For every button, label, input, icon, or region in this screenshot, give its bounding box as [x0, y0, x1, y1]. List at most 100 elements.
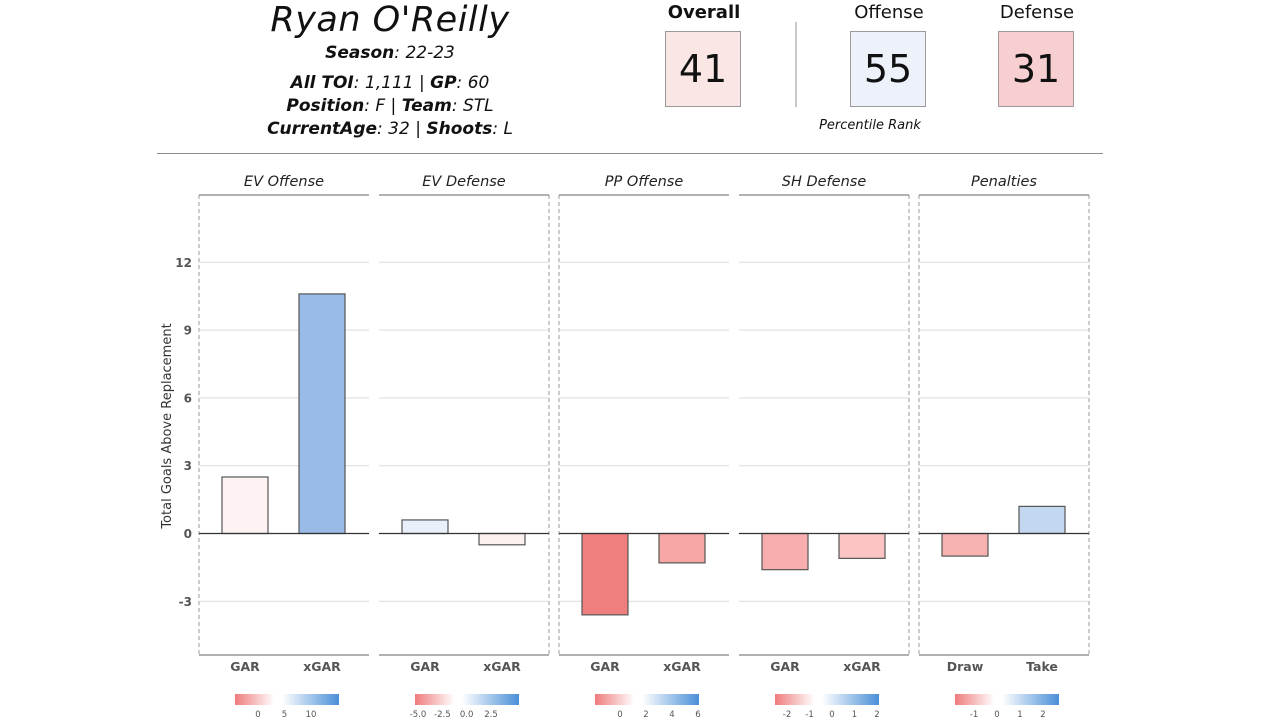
overall-label: Overall [667, 2, 741, 23]
bar-gar [401, 519, 449, 535]
colon: : [492, 119, 499, 139]
bar-draw [941, 532, 989, 557]
offense-score-box: 55 [850, 31, 926, 107]
bar-gar [581, 532, 629, 616]
overall-score-box: 41 [665, 31, 741, 107]
colon: : [394, 43, 401, 63]
legend-colorbar [595, 694, 699, 705]
legend-colorbar [775, 694, 879, 705]
position-line: Position: F | Team: STL [230, 96, 550, 116]
shoots-label: Shoots [426, 119, 493, 139]
position-value: F [375, 96, 386, 116]
toi-value: 1,111 [364, 73, 414, 93]
legend-colorbar [235, 694, 339, 705]
defense-score-box: 31 [998, 31, 1074, 107]
legend-tick-label: 0.0 [460, 710, 474, 720]
legend-tick-label: 1 [852, 710, 857, 720]
x-tick-label: Draw [947, 659, 984, 674]
y-tick-label: 9 [184, 324, 192, 338]
defense-label: Defense [999, 2, 1075, 23]
x-tick-label: xGAR [843, 659, 881, 674]
panel-ev-offense: EV Offense GAR xGAR 0 5 10 [198, 174, 369, 720]
panel-title: PP Offense [605, 174, 684, 190]
legend-tick-label: 2 [1040, 710, 1045, 720]
toi-line: All TOI: 1,111 | GP: 60 [230, 73, 550, 93]
bar-xgar [838, 532, 886, 559]
panel-sh-defense: SH Defense GAR xGAR -2 -1 0 1 2 [739, 174, 910, 720]
x-tick-label: xGAR [663, 659, 701, 674]
y-tick-label: 6 [184, 391, 192, 405]
legend-tick-label: 2 [874, 710, 879, 720]
panel-ev-defense: EV Defense GAR xGAR -5.0 -2.5 0.0 2.5 [379, 174, 550, 720]
separator: | [390, 96, 397, 116]
legend-tick-label: 0 [255, 710, 260, 720]
colon: : [353, 73, 360, 93]
colon: : [451, 96, 458, 116]
x-tick-label: GAR [410, 659, 440, 674]
x-tick-label: Take [1026, 659, 1058, 674]
colon: : [456, 73, 463, 93]
score-divider [795, 22, 797, 107]
bar-xgar [478, 532, 526, 546]
legend-tick-label: 5 [282, 710, 287, 720]
y-tick-label: -3 [179, 595, 192, 609]
player-name: Ryan O'Reilly [270, 0, 510, 40]
y-tick-label: 12 [175, 256, 192, 270]
toi-label: All TOI [290, 73, 354, 93]
shoots-value: L [503, 119, 513, 139]
bar-gar [221, 476, 269, 535]
panel-title: EV Offense [244, 174, 324, 190]
team-value: STL [462, 96, 494, 116]
panel-title: Penalties [971, 174, 1037, 190]
position-label: Position [286, 96, 365, 116]
y-tick-label: 3 [184, 459, 192, 473]
separator: | [415, 119, 421, 139]
panel-penalties: Penalties Draw Take -1 0 1 2 [918, 174, 1090, 720]
legend-tick-label: 2 [643, 710, 648, 720]
gp-value: 60 [467, 73, 490, 93]
legend-tick-label: -2 [783, 710, 791, 720]
bar-xgar [658, 532, 706, 564]
panel-title: SH Defense [782, 174, 867, 190]
gp-label: GP [430, 73, 457, 93]
offense-label: Offense [854, 2, 924, 23]
legend-tick-label: 6 [695, 710, 700, 720]
legend-tick-label: 10 [306, 710, 317, 720]
legend-colorbar [955, 694, 1059, 705]
x-tick-label: xGAR [483, 659, 521, 674]
season-line: Season: 22-23 [230, 43, 550, 63]
separator: | [418, 73, 425, 93]
legend-tick-label: -1 [805, 710, 813, 720]
season-value: 22-23 [405, 43, 455, 63]
legend-tick-label: 1 [1017, 710, 1022, 720]
y-tick-label: 0 [184, 527, 192, 541]
bar-xgar [298, 293, 346, 535]
y-axis-label: Total Goals Above Replacement [160, 323, 175, 529]
bar-take [1018, 505, 1066, 535]
age-line: CurrentAge: 32 | Shoots: L [230, 119, 550, 139]
colon: : [377, 119, 383, 139]
age-value: 32 [388, 119, 410, 139]
x-tick-label: GAR [770, 659, 800, 674]
legend-tick-label: 4 [669, 710, 674, 720]
x-tick-label: GAR [590, 659, 620, 674]
bar-gar [761, 532, 809, 571]
legend-tick-label: -1 [970, 710, 978, 720]
team-label: Team [401, 96, 452, 116]
legend-tick-label: 2.5 [484, 710, 498, 720]
x-tick-label: GAR [230, 659, 260, 674]
percentile-rank-caption: Percentile Rank [819, 118, 921, 133]
legend-tick-label: 0 [617, 710, 622, 720]
x-tick-label: xGAR [303, 659, 341, 674]
colon: : [364, 96, 370, 116]
legend-tick-label: 0 [829, 710, 834, 720]
legend-tick-label: -2.5 [434, 710, 451, 720]
panel-pp-offense: PP Offense GAR xGAR 0 2 4 6 [558, 174, 729, 720]
season-label: Season [325, 43, 395, 63]
age-label: CurrentAge [267, 119, 378, 139]
legend-tick-label: 0 [994, 710, 999, 720]
panel-title: EV Defense [422, 174, 506, 190]
header-separator [157, 153, 1103, 154]
legend-tick-label: -5.0 [410, 710, 427, 720]
